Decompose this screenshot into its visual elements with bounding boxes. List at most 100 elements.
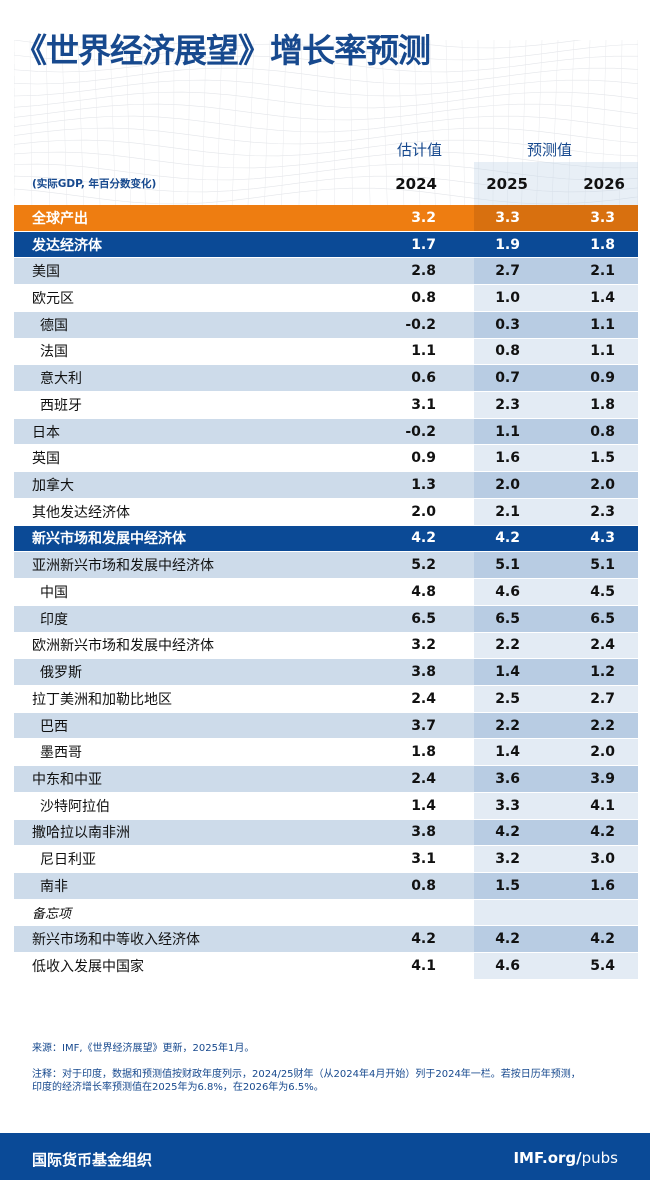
row-label: 美国 xyxy=(32,264,60,281)
value-2026: 4.3 xyxy=(590,530,615,547)
table-row: 其他发达经济体 2.0 2.1 2.3 xyxy=(14,498,638,526)
row-label: 法国 xyxy=(40,344,68,361)
value-2025: 3.3 xyxy=(495,797,520,814)
table-row: 欧元区 0.8 1.0 1.4 xyxy=(14,285,638,312)
table-row: 发达经济体 1.7 1.9 1.8 xyxy=(14,231,638,259)
row-label: 英国 xyxy=(32,451,60,468)
row-label: 南非 xyxy=(40,878,68,895)
value-2025: 4.6 xyxy=(495,583,520,600)
india-note-line1: 注释：对于印度，数据和预测值按财政年度列示，2024/25财年（从2024年4月… xyxy=(32,1069,581,1080)
forecast-cell-shade xyxy=(474,311,638,338)
value-2025: 1.9 xyxy=(495,236,520,253)
value-2025: 2.3 xyxy=(495,396,520,413)
forecast-cell-shade xyxy=(474,712,638,739)
table-row: 欧洲新兴市场和发展中经济体 3.2 2.2 2.4 xyxy=(14,632,638,660)
forecast-cell-shade xyxy=(474,338,638,365)
table-row: 西班牙 3.1 2.3 1.8 xyxy=(14,392,638,419)
table-row: 法国 1.1 0.8 1.1 xyxy=(14,338,638,366)
value-2026: 0.8 xyxy=(590,423,615,440)
value-2026: 3.3 xyxy=(590,209,615,226)
table-row: 巴西 3.7 2.2 2.2 xyxy=(14,712,638,740)
value-2024: 3.2 xyxy=(411,637,436,654)
value-2026: 5.4 xyxy=(590,957,615,974)
value-2025: 6.5 xyxy=(495,610,520,627)
site-bold: IMF.org/ xyxy=(513,1149,582,1167)
value-2024: 6.5 xyxy=(411,610,436,627)
table-row: 低收入发展中国家 4.1 4.6 5.4 xyxy=(14,953,638,980)
table-row: 印度 6.5 6.5 6.5 xyxy=(14,605,638,633)
row-label: 印度 xyxy=(40,611,68,628)
value-2026: 1.4 xyxy=(590,290,615,307)
wave-grid-background xyxy=(14,40,638,205)
year-2025-header: 2025 xyxy=(486,175,528,193)
row-label: 其他发达经济体 xyxy=(32,504,130,521)
page-title: 《世界经济展望》增长率预测 xyxy=(14,31,431,70)
table-row: 俄罗斯 3.8 1.4 1.2 xyxy=(14,659,638,686)
row-label: 意大利 xyxy=(40,371,82,388)
year-2026-header: 2026 xyxy=(583,175,625,193)
row-label: 加拿大 xyxy=(32,478,74,495)
forecast-cell-shade xyxy=(474,205,638,231)
forecast-cell-shade xyxy=(474,579,638,605)
value-2025: 4.2 xyxy=(495,530,520,547)
table-row: 德国 -0.2 0.3 1.1 xyxy=(14,311,638,339)
value-2024: 3.1 xyxy=(411,851,436,868)
table-row: 中东和中亚 2.4 3.6 3.9 xyxy=(14,766,638,793)
value-2026: 2.0 xyxy=(590,744,615,761)
forecast-header-shade xyxy=(474,162,638,205)
india-note-line2: 印度的经济增长率预测值在2025年为6.8%，在2026年为6.5%。 xyxy=(32,1082,324,1093)
value-2024: 2.0 xyxy=(411,503,436,520)
value-2026: 2.1 xyxy=(590,263,615,280)
imf-site-link[interactable]: IMF.org/pubs xyxy=(513,1149,618,1167)
value-2024: 3.8 xyxy=(411,664,436,681)
forecast-cell-shade xyxy=(474,365,638,392)
forecast-header: 预测值 xyxy=(527,141,573,159)
value-2025: 2.2 xyxy=(495,717,520,734)
notes: 来源：IMF,《世界经济展望》更新，2025年1月。 注释：对于印度，数据和预测… xyxy=(32,1042,581,1094)
value-2025: 1.4 xyxy=(495,744,520,761)
table-row: 墨西哥 1.8 1.4 2.0 xyxy=(14,739,638,767)
value-2026: 2.4 xyxy=(590,637,615,654)
row-label: 俄罗斯 xyxy=(40,665,82,682)
value-2025: 2.1 xyxy=(495,503,520,520)
row-label: 欧元区 xyxy=(32,291,74,308)
value-2025: 2.0 xyxy=(495,477,520,494)
value-2024: 0.6 xyxy=(411,370,436,387)
value-2024: 4.1 xyxy=(411,957,436,974)
value-2026: 1.1 xyxy=(590,316,615,333)
value-2025: 1.5 xyxy=(495,877,520,894)
value-2026: 2.0 xyxy=(590,477,615,494)
row-label: 亚洲新兴市场和发展中经济体 xyxy=(32,558,214,575)
row-label: 日本 xyxy=(32,424,60,441)
row-label: 巴西 xyxy=(40,718,68,735)
row-label: 欧洲新兴市场和发展中经济体 xyxy=(32,638,214,655)
forecast-cell-shade xyxy=(474,605,638,632)
value-2026: 3.0 xyxy=(590,851,615,868)
value-2025: 1.4 xyxy=(495,664,520,681)
table-row: 新兴市场和中等收入经济体 4.2 4.2 4.2 xyxy=(14,926,638,954)
value-2026: 2.2 xyxy=(590,717,615,734)
row-label: 沙特阿拉伯 xyxy=(40,798,110,815)
value-2024: 1.7 xyxy=(411,236,436,253)
value-2024: 3.2 xyxy=(411,209,436,226)
row-label: 全球产出 xyxy=(32,210,88,227)
value-2026: 4.5 xyxy=(590,583,615,600)
value-2026: 4.1 xyxy=(590,797,615,814)
row-label: 墨西哥 xyxy=(40,745,82,762)
value-2024: 0.8 xyxy=(411,877,436,894)
value-2024: 1.4 xyxy=(411,797,436,814)
forecast-cell-shade xyxy=(474,632,638,659)
value-2024: 4.2 xyxy=(411,931,436,948)
value-2026: 6.5 xyxy=(590,610,615,627)
value-2024: 1.1 xyxy=(411,343,436,360)
value-2024: 2.4 xyxy=(411,690,436,707)
row-label: 新兴市场和发展中经济体 xyxy=(32,531,186,548)
value-2024: 4.2 xyxy=(411,530,436,547)
table-row: 中国 4.8 4.6 4.5 xyxy=(14,579,638,606)
site-rest: pubs xyxy=(581,1149,618,1167)
forecast-cell-shade xyxy=(474,685,638,712)
value-2025: 5.1 xyxy=(495,557,520,574)
value-2026: 4.2 xyxy=(590,931,615,948)
value-2024: 4.8 xyxy=(411,583,436,600)
value-2026: 1.6 xyxy=(590,877,615,894)
